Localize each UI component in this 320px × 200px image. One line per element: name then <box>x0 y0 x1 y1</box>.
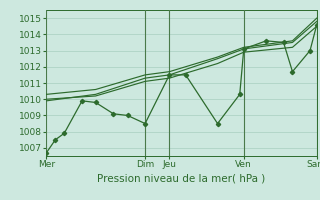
X-axis label: Pression niveau de la mer( hPa ): Pression niveau de la mer( hPa ) <box>98 173 266 183</box>
